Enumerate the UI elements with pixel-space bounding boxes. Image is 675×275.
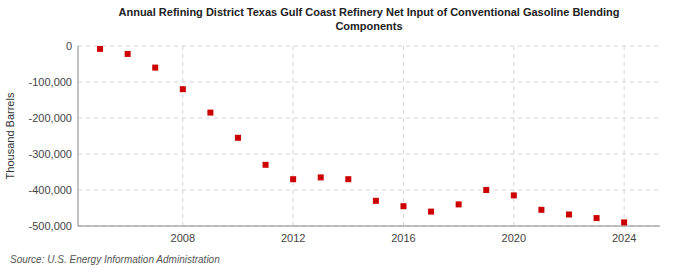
source-note: Source: U.S. Energy Information Administ… [10,254,220,265]
x-grid-line [293,46,294,226]
point [428,209,434,215]
point [566,211,572,217]
point [400,203,406,209]
point [538,207,544,213]
point [290,176,296,182]
x-grid-line [513,46,514,226]
point [235,135,241,141]
y-axis-label: Thousand Barrels [4,92,16,179]
y-grid-line [78,190,660,191]
point [621,219,627,225]
point [483,187,489,193]
x-grid-line [624,46,625,226]
x-tick-label: 2020 [502,232,526,244]
title-line: Annual Refining District Texas Gulf Coas… [119,6,620,18]
y-grid-line [78,118,660,119]
title: Annual Refining District Texas Gulf Coas… [119,6,620,32]
title-line: Components [335,20,402,32]
x-tick-label: 2012 [281,232,305,244]
points [97,46,627,225]
y-tick-label: -400,000 [29,184,72,196]
y-grid-line [78,226,660,227]
y-grid-line [78,154,660,155]
point [263,162,269,168]
y-grid-line [78,82,660,83]
point [125,51,131,57]
y-grid-line [78,46,660,47]
x-grid-line [403,46,404,226]
point [373,198,379,204]
y-tick-label: -300,000 [29,148,72,160]
point [456,201,462,207]
x-tick-label: 2008 [171,232,195,244]
point [594,215,600,221]
x-axis-line [78,226,660,227]
point [318,174,324,180]
x-tick-label: 2024 [612,232,636,244]
point [97,46,103,52]
y-axis-line [78,46,79,226]
chart: Annual Refining District Texas Gulf Coas… [0,0,675,275]
ticks: 0 -100,000 -200,000 -300,000 -400,000 -500,00… [29,40,637,244]
grid [78,46,660,226]
x-tick-label: 2016 [391,232,415,244]
point [511,192,517,198]
point [207,110,213,116]
point [345,176,351,182]
point [180,86,186,92]
point [152,65,158,71]
y-tick-label: -200,000 [29,112,72,124]
y-tick-label: -500,000 [29,220,72,232]
y-tick-label: 0 [66,40,72,52]
x-grid-line [182,46,183,226]
y-tick-label: -100,000 [29,76,72,88]
